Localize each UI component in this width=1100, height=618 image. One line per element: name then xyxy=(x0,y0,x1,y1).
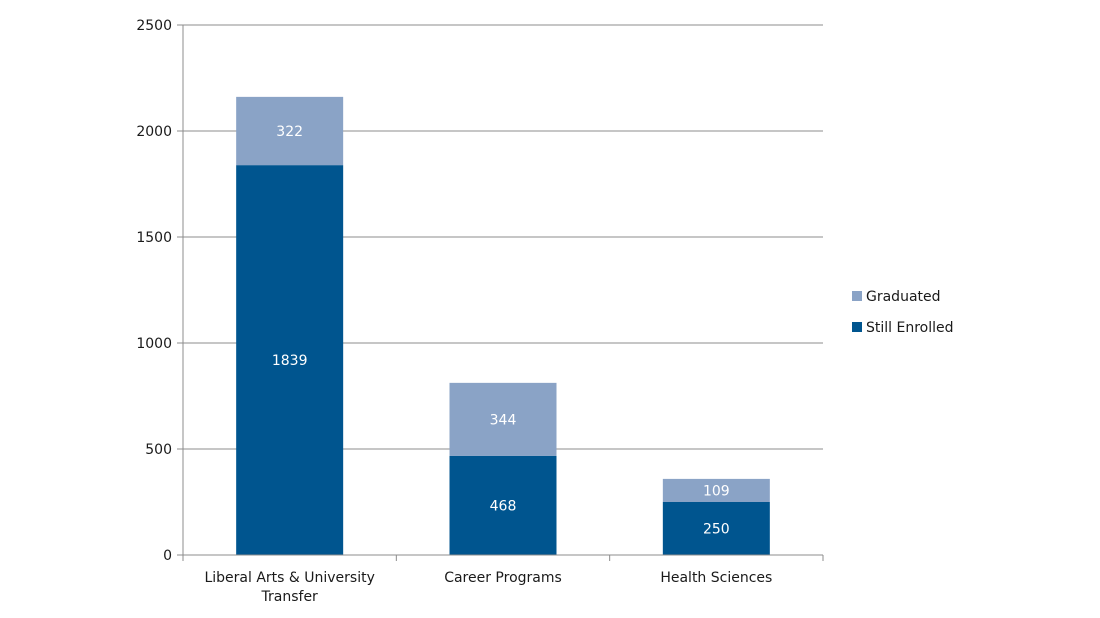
data-label: 109 xyxy=(703,483,730,499)
legend-label-still-enrolled: Still Enrolled xyxy=(866,320,954,336)
data-label: 322 xyxy=(276,124,303,140)
bar-graduated xyxy=(449,382,557,456)
y-tick-label: 0 xyxy=(163,548,172,564)
bar-still-enrolled xyxy=(236,165,344,555)
axes xyxy=(177,24,824,561)
x-category-label: Health Sciences xyxy=(660,570,772,586)
y-tick-label: 1000 xyxy=(136,336,172,352)
legend-label-graduated: Graduated xyxy=(866,289,941,305)
bar-graduated xyxy=(662,478,770,502)
data-label: 344 xyxy=(490,412,517,428)
legend-swatch-graduated xyxy=(852,291,862,301)
x-category-label: Career Programs xyxy=(444,570,562,586)
data-label: 468 xyxy=(490,498,517,514)
bars xyxy=(236,96,770,555)
labels: 0 500 1000 1500 2000 2500 1839 322 Liberal Arts … xyxy=(136,18,772,605)
y-tick-label: 500 xyxy=(145,442,172,458)
legend-swatch-still-enrolled xyxy=(852,322,862,332)
bar-still-enrolled xyxy=(662,502,770,555)
y-tick-label: 2500 xyxy=(136,18,172,34)
y-tick-label: 1500 xyxy=(136,230,172,246)
data-label: 1839 xyxy=(272,353,308,369)
x-category-label: Liberal Arts & University Transfer xyxy=(204,570,374,605)
legend: Graduated Still Enrolled xyxy=(852,289,954,336)
data-label: 250 xyxy=(703,522,730,538)
bar-graduated xyxy=(236,96,344,166)
bar-still-enrolled xyxy=(449,455,557,555)
y-tick-label: 2000 xyxy=(136,124,172,140)
